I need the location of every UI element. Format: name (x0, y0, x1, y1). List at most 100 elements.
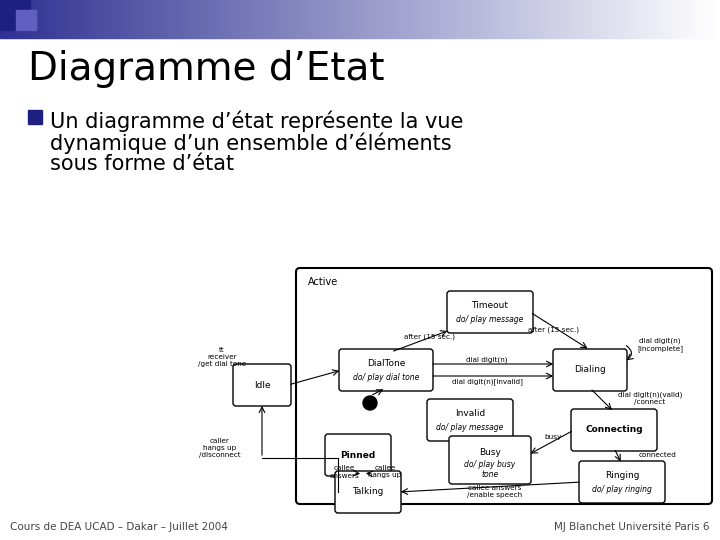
Bar (180, 0, 181, 38)
Bar (9, 0, 10, 38)
Bar (412, 0, 413, 38)
Bar (529, 0, 530, 38)
Bar (301, 0, 302, 38)
Bar (327, 0, 328, 38)
Text: callee
answers: callee answers (329, 465, 359, 478)
Bar (277, 0, 278, 38)
Bar (369, 0, 370, 38)
Bar (692, 0, 693, 38)
Bar (409, 0, 410, 38)
Bar (415, 0, 416, 38)
Bar (51, 0, 52, 38)
Bar (329, 0, 330, 38)
Bar (655, 0, 656, 38)
Bar (283, 0, 284, 38)
Bar (370, 0, 371, 38)
Bar (449, 0, 450, 38)
Bar (620, 0, 621, 38)
Bar (340, 0, 341, 38)
Bar (228, 0, 229, 38)
Bar (379, 0, 380, 38)
FancyBboxPatch shape (296, 268, 712, 504)
Bar (168, 0, 169, 38)
Bar (547, 0, 548, 38)
Bar (419, 0, 420, 38)
Bar (141, 0, 142, 38)
Bar (714, 0, 715, 38)
Bar (31, 0, 32, 38)
Bar (425, 0, 426, 38)
Bar (559, 0, 560, 38)
Bar (491, 0, 492, 38)
Bar (58, 0, 59, 38)
Bar (558, 0, 559, 38)
Bar (129, 0, 130, 38)
Bar (675, 0, 676, 38)
Bar (598, 0, 599, 38)
Bar (601, 0, 602, 38)
Bar (18, 0, 19, 38)
Bar (158, 0, 159, 38)
Bar (588, 0, 589, 38)
Bar (553, 0, 554, 38)
Bar (492, 0, 493, 38)
Bar (79, 0, 80, 38)
Bar (695, 0, 696, 38)
Bar (102, 0, 103, 38)
Bar (480, 0, 481, 38)
Bar (248, 0, 249, 38)
Text: connected: connected (639, 452, 677, 458)
Bar (499, 0, 500, 38)
Bar (339, 0, 340, 38)
Bar (130, 0, 131, 38)
Bar (275, 0, 276, 38)
Bar (199, 0, 200, 38)
Bar (226, 0, 227, 38)
Bar (488, 0, 489, 38)
Bar (455, 0, 456, 38)
Bar (345, 0, 346, 38)
Text: Connecting: Connecting (585, 426, 643, 435)
Bar (171, 0, 172, 38)
Bar (337, 0, 338, 38)
Bar (551, 0, 552, 38)
Bar (351, 0, 352, 38)
Bar (548, 0, 549, 38)
Bar (628, 0, 629, 38)
Bar (101, 0, 102, 38)
Bar (586, 0, 587, 38)
Bar (456, 0, 457, 38)
Bar (263, 0, 264, 38)
Bar (162, 0, 163, 38)
Bar (531, 0, 532, 38)
Bar (223, 0, 224, 38)
Bar (209, 0, 210, 38)
Bar (583, 0, 584, 38)
Bar (293, 0, 294, 38)
Bar (689, 0, 690, 38)
Bar (429, 0, 430, 38)
Text: busy: busy (544, 434, 562, 440)
Bar (506, 0, 507, 38)
Bar (41, 0, 42, 38)
Bar (84, 0, 85, 38)
Bar (267, 0, 268, 38)
Bar (707, 0, 708, 38)
Bar (225, 0, 226, 38)
Bar (114, 0, 115, 38)
Bar (582, 0, 583, 38)
Bar (511, 0, 512, 38)
Bar (535, 0, 536, 38)
Bar (462, 0, 463, 38)
Bar (587, 0, 588, 38)
Bar (302, 0, 303, 38)
Bar (282, 0, 283, 38)
Bar (70, 0, 71, 38)
Bar (87, 0, 88, 38)
Bar (81, 0, 82, 38)
Bar (623, 0, 624, 38)
Bar (422, 0, 423, 38)
Bar (700, 0, 701, 38)
Bar (573, 0, 574, 38)
Bar (603, 0, 604, 38)
